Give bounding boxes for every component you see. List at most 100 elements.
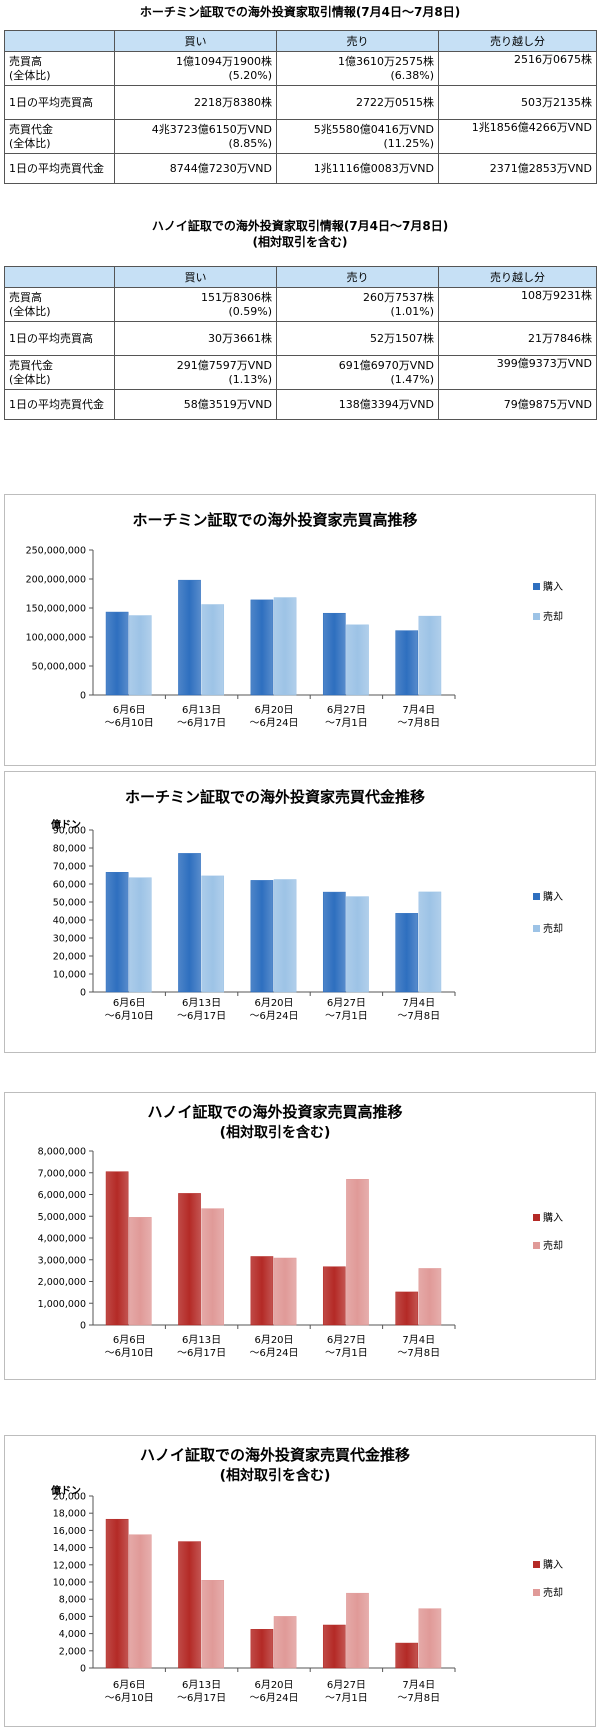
bar-売却-2	[273, 879, 297, 993]
table-header-row: 買い 売り 売り越し分	[4, 30, 597, 52]
sell-cell: 1億3610万2575株 (6.38%)	[276, 51, 439, 86]
legend-swatch-0	[533, 893, 540, 900]
legend-label-0: 購入	[543, 1558, 563, 1571]
chart-title: ホーチミン証取での海外投資家売買代金推移	[125, 788, 425, 806]
y-tick-label: 50,000	[53, 898, 86, 909]
y-tick-label: 80,000	[53, 844, 86, 855]
y-tick-label: 6,000	[59, 1612, 86, 1623]
bar-購入-3	[322, 612, 346, 696]
sell-cell: 260万7537株 (1.01%)	[276, 287, 439, 322]
buy-cell: 58億3519万VND	[114, 389, 277, 420]
chart-title: ハノイ証取での海外投資家売買代金推移	[140, 1446, 410, 1464]
table-row: 売買高 (全体比) 151万8306株 (0.59%) 260万7537株 (1.01…	[4, 287, 597, 322]
row-label: 1日の平均売買高	[4, 85, 115, 120]
y-tick-label: 0	[80, 691, 86, 702]
y-tick-label: 0	[80, 1321, 86, 1332]
table-row: 1日の平均売買高 2218万8380株 2722万0515株 503万2135株	[4, 85, 597, 120]
row-label: 売買代金 (全体比)	[4, 119, 115, 154]
hn-value-chart-panel: ハノイ証取での海外投資家売買代金推移 (相対取引を含む) 億ドン 0 2,000 4,00…	[4, 1435, 596, 1727]
x-tick-label-2: 〜7月8日	[397, 717, 440, 729]
bar-売却-3	[346, 1179, 369, 1326]
legend-label-1: 売却	[543, 922, 563, 935]
chart-title: ハノイ証取での海外投資家売買高推移	[147, 1103, 402, 1121]
buy-cell: 151万8306株 (0.59%)	[114, 287, 277, 322]
x-tick-label-2: 〜6月10日	[105, 717, 154, 729]
legend-label-0: 購入	[543, 580, 563, 593]
bar-購入-3	[322, 891, 346, 993]
y-tick-label: 8,000,000	[38, 1147, 86, 1158]
header-buy: 買い	[114, 30, 277, 52]
y-tick-label: 12,000	[53, 1560, 86, 1571]
hcm-value-chart-panel: ホーチミン証取での海外投資家売買代金推移 億ドン 0 10,000 20,000 30,0…	[4, 771, 596, 1053]
bar-売却-1	[201, 1208, 225, 1326]
y-tick-label: 60,000	[53, 880, 86, 891]
bar-購入-2	[250, 880, 274, 993]
bar-購入-0	[105, 611, 129, 696]
y-tick-label: 6,000,000	[38, 1190, 86, 1201]
bar-売却-0	[128, 615, 152, 696]
hcm-volume-chart: ホーチミン証取での海外投資家売買高推移 0 50,000,000 100,000,00…	[26, 511, 563, 729]
sell-cell: 1兆1116億0083万VND	[276, 153, 439, 184]
x-tick-label: 6月6日	[113, 1334, 146, 1346]
bar-購入-3	[322, 1624, 346, 1669]
x-tick-label: 6月6日	[113, 704, 146, 716]
bar-購入-4	[395, 630, 419, 696]
x-tick-label: 7月4日	[402, 704, 435, 716]
buy-cell: 8744億7230万VND	[114, 153, 277, 184]
x-tick-label: 6月13日	[182, 997, 221, 1009]
row-label: 1日の平均売買代金	[4, 389, 115, 420]
table-row: 売買代金 (全体比) 4兆3723億6150万VND (8.85%) 5兆5580億…	[4, 119, 597, 154]
bar-購入-4	[395, 1291, 419, 1326]
table-row: 売買高 (全体比) 1億1094万1900株 (5.20%) 1億3610万2575…	[4, 51, 597, 86]
y-unit-label: 億ドン	[51, 818, 81, 831]
bar-購入-3	[322, 1266, 346, 1326]
hcm-trade-table: 買い 売り 売り越し分 売買高 (全体比) 1億1094万1900株 (5.20%)…	[4, 30, 597, 184]
x-tick-label-2: 〜7月1日	[325, 1347, 368, 1359]
row-label: 1日の平均売買代金	[4, 153, 115, 184]
x-tick-label-2: 〜6月24日	[249, 717, 298, 729]
x-tick-label: 6月20日	[254, 704, 293, 716]
hn-trade-table: 買い 売り 売り越し分 売買高 (全体比) 151万8306株 (0.59%) 26…	[4, 266, 597, 420]
bar-売却-4	[418, 891, 442, 993]
legend-swatch-1	[533, 925, 540, 932]
buy-cell: 30万3661株	[114, 321, 277, 356]
x-tick-label: 6月27日	[327, 1334, 366, 1346]
y-tick-label: 0	[80, 988, 86, 999]
legend-label-1: 売却	[543, 1239, 563, 1252]
y-tick-label: 2,000	[59, 1646, 86, 1657]
sell-cell: 2722万0515株	[276, 85, 439, 120]
y-tick-label: 150,000,000	[26, 604, 86, 615]
legend-swatch-1	[533, 1242, 540, 1249]
x-tick-label: 6月20日	[254, 1334, 293, 1346]
bar-購入-1	[178, 1541, 201, 1669]
row-label: 売買高 (全体比)	[4, 51, 115, 86]
hn-table-subtitle: (相対取引を含む)	[252, 235, 348, 249]
x-tick-label-2: 〜6月24日	[249, 1347, 298, 1359]
legend-label-1: 売却	[543, 610, 563, 623]
sell-cell: 138億3394万VND	[276, 389, 439, 420]
x-tick-label-2: 〜6月17日	[177, 717, 226, 729]
chart-subtitle: (相対取引を含む)	[220, 1467, 331, 1484]
x-tick-label-2: 〜6月10日	[105, 1692, 154, 1704]
y-tick-label: 10,000	[53, 1578, 86, 1589]
bar-売却-0	[128, 1534, 152, 1669]
legend-swatch-1	[533, 613, 540, 620]
x-tick-label-2: 〜6月17日	[177, 1010, 226, 1022]
bar-購入-1	[178, 853, 201, 993]
x-tick-label-2: 〜6月24日	[249, 1692, 298, 1704]
row-label: 1日の平均売買高	[4, 321, 115, 356]
x-tick-label-2: 〜6月10日	[105, 1347, 154, 1359]
y-tick-label: 70,000	[53, 862, 86, 873]
x-tick-label: 6月20日	[254, 1679, 293, 1691]
legend-label-0: 購入	[543, 1211, 563, 1224]
sell-cell: 52万1507株	[276, 321, 439, 356]
bar-売却-3	[346, 896, 369, 993]
y-tick-label: 4,000,000	[38, 1234, 86, 1245]
bar-購入-4	[395, 913, 419, 993]
table-row: 1日の平均売買代金 58億3519万VND 138億3394万VND 79億98…	[4, 389, 597, 420]
y-tick-label: 3,000,000	[38, 1255, 86, 1266]
bar-購入-0	[105, 1518, 129, 1669]
net-cell: 108万9231株	[438, 287, 597, 322]
y-tick-label: 2,000,000	[38, 1277, 86, 1288]
